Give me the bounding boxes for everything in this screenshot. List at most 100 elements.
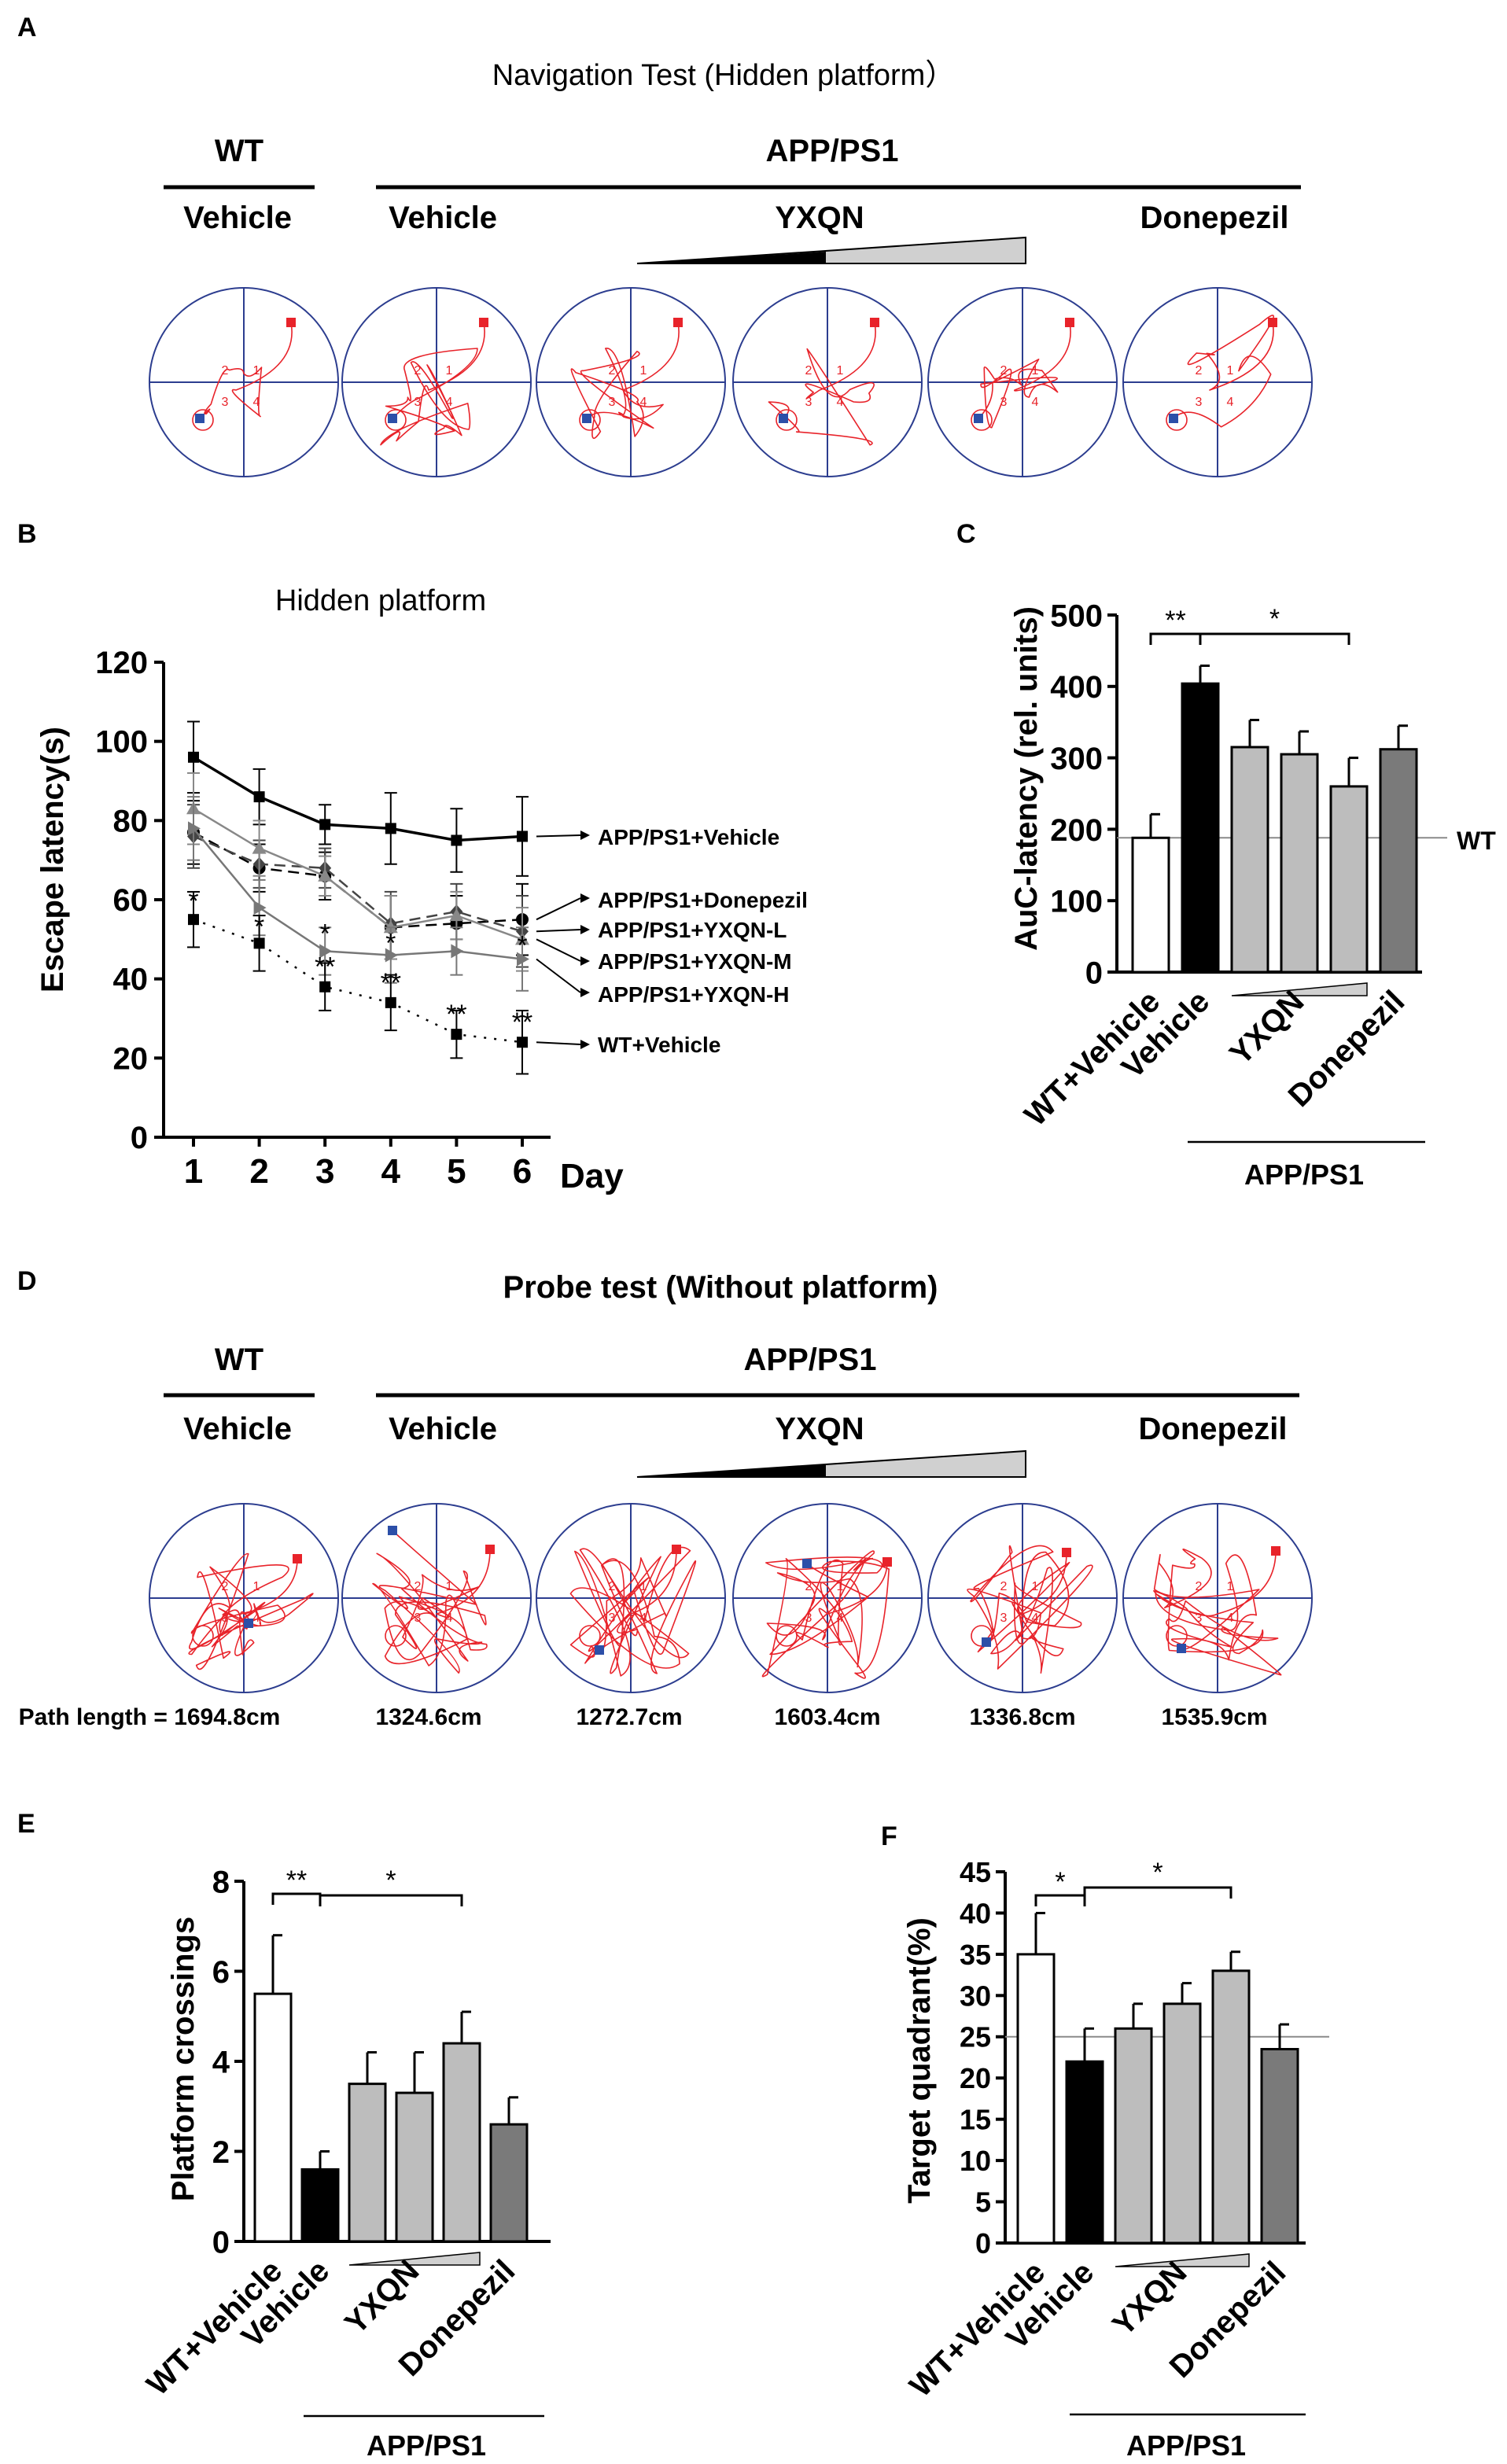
dose-wedge bbox=[1115, 2253, 1250, 2267]
x-tick-label: 3 bbox=[315, 1152, 334, 1191]
legend-leader bbox=[536, 958, 581, 993]
panel-d-app-label: APP/PS1 bbox=[744, 1342, 877, 1377]
data-point bbox=[517, 952, 529, 967]
bar-yxqn-h bbox=[1329, 785, 1369, 974]
platform-zone bbox=[579, 1625, 601, 1647]
data-point bbox=[319, 819, 331, 831]
quadrant-label: 4 bbox=[1227, 396, 1234, 409]
start-marker bbox=[1062, 1548, 1071, 1557]
quadrant-label: 2 bbox=[805, 1580, 812, 1593]
bar-donepezil bbox=[1260, 2048, 1299, 2245]
panel-d-donepezil-label: Donepezil bbox=[1139, 1412, 1288, 1446]
significance-bracket bbox=[1083, 1886, 1232, 1899]
swim-path bbox=[199, 322, 293, 419]
end-marker bbox=[779, 414, 788, 423]
quadrant-label: 2 bbox=[415, 364, 422, 378]
path-length-3: 1272.7cm bbox=[576, 1704, 682, 1730]
y-tick-label: 300 bbox=[1050, 742, 1103, 776]
panel-a-dose-wedge-dark bbox=[637, 252, 826, 263]
start-marker bbox=[479, 318, 488, 327]
bar-vehicle bbox=[1065, 2060, 1104, 2245]
significance-marker: * bbox=[385, 1865, 396, 1895]
x-tick-label: YXQN bbox=[338, 2253, 426, 2341]
legend-entry: APP/PS1+YXQN-L bbox=[598, 918, 787, 942]
y-tick-label: 0 bbox=[131, 1121, 148, 1155]
quadrant-label: 4 bbox=[1032, 1611, 1039, 1625]
y-tick-label: 400 bbox=[1050, 670, 1103, 705]
legend-leader bbox=[536, 938, 581, 962]
quadrant-label: 4 bbox=[1227, 1611, 1234, 1625]
significance-marker: * bbox=[188, 886, 198, 916]
end-marker bbox=[595, 1645, 604, 1655]
path-length-1: Path length = 1694.8cm bbox=[19, 1704, 281, 1730]
swim-path bbox=[570, 322, 680, 440]
bar-yxqn-h bbox=[1211, 1969, 1251, 2245]
legend-entry: APP/PS1+Donepezil bbox=[598, 888, 808, 912]
data-point bbox=[449, 908, 464, 922]
legend-arrow bbox=[580, 988, 590, 997]
dose-wedge bbox=[1231, 982, 1368, 996]
end-marker bbox=[195, 414, 204, 423]
panel-letter-c: C bbox=[956, 519, 976, 549]
quadrant-label: 3 bbox=[1000, 1611, 1008, 1625]
maze-pool-d-5: 123 4 bbox=[927, 1503, 1118, 1693]
chart-c-ylabel: AuC-latency (rel. units) bbox=[1009, 606, 1044, 951]
swim-path bbox=[569, 1546, 697, 1677]
y-tick-label: 80 bbox=[113, 804, 149, 838]
end-marker bbox=[1177, 1644, 1186, 1653]
y-tick-label: 60 bbox=[113, 883, 149, 918]
maze-pool-d-1: 123 4 bbox=[149, 1503, 339, 1693]
swim-path bbox=[1173, 315, 1275, 428]
series-line bbox=[193, 808, 523, 941]
x-tick-label: 1 bbox=[184, 1152, 203, 1191]
data-point bbox=[451, 834, 462, 846]
start-marker bbox=[1268, 318, 1277, 327]
series-line bbox=[193, 918, 523, 1044]
end-marker bbox=[802, 1559, 812, 1568]
path-length-6: 1535.9cm bbox=[1161, 1704, 1267, 1730]
swim-path bbox=[978, 322, 1071, 429]
y-tick-label: 2 bbox=[212, 2135, 230, 2170]
legend-entry: APP/PS1+YXQN-H bbox=[598, 982, 790, 1007]
chart-e-group-label: APP/PS1 bbox=[367, 2429, 486, 2462]
quadrant-label: 1 bbox=[1032, 364, 1039, 378]
panel-a-yxqn-label: YXQN bbox=[775, 201, 864, 235]
end-marker bbox=[1169, 414, 1178, 423]
x-tick-label: YXQN bbox=[1223, 984, 1310, 1071]
panel-d-wt-label: WT bbox=[215, 1342, 263, 1377]
significance-bracket bbox=[1034, 1894, 1086, 1906]
chart-c: AuC-latency (rel. units) WT APP/PS1 0 100… bbox=[1009, 599, 1496, 1191]
panel-a-dose-wedge bbox=[636, 236, 1026, 264]
bar-yxqn-l bbox=[348, 2083, 387, 2243]
data-point bbox=[253, 901, 267, 915]
data-point bbox=[253, 937, 265, 949]
legend-leader bbox=[536, 929, 581, 933]
end-marker bbox=[388, 1526, 397, 1535]
start-marker bbox=[870, 318, 879, 327]
data-point bbox=[188, 914, 199, 926]
x-tick-label: YXQN bbox=[1106, 2255, 1193, 2342]
panel-a-app-vehicle-label: Vehicle bbox=[389, 201, 497, 235]
y-tick-label: 20 bbox=[113, 1041, 149, 1076]
y-tick-label: 5 bbox=[975, 2186, 991, 2219]
platform-zone bbox=[971, 409, 993, 431]
legend-arrow bbox=[580, 925, 590, 934]
path-length-5: 1336.8cm bbox=[969, 1704, 1075, 1730]
bar-yxqn-m bbox=[1280, 753, 1319, 974]
start-marker bbox=[1065, 318, 1074, 327]
significance-marker: ** bbox=[286, 1865, 307, 1895]
significance-marker: ** bbox=[512, 1007, 532, 1037]
data-point bbox=[188, 821, 201, 836]
quadrant-label: 3 bbox=[1196, 396, 1203, 409]
significance-marker: * bbox=[1152, 1858, 1162, 1888]
y-tick-label: 100 bbox=[1050, 885, 1103, 919]
swim-path bbox=[1153, 1549, 1282, 1676]
panel-d-wt-vehicle-label: Vehicle bbox=[183, 1412, 292, 1446]
bar-vehicle bbox=[300, 2168, 340, 2243]
legend-arrow bbox=[580, 956, 590, 966]
chart-f-ylabel: Target quadrant(%) bbox=[902, 1917, 937, 2204]
quadrant-label: 2 bbox=[1196, 364, 1203, 378]
quadrant-label: 1 bbox=[253, 364, 260, 378]
legend-entry: APP/PS1+YXQN-M bbox=[598, 949, 792, 974]
